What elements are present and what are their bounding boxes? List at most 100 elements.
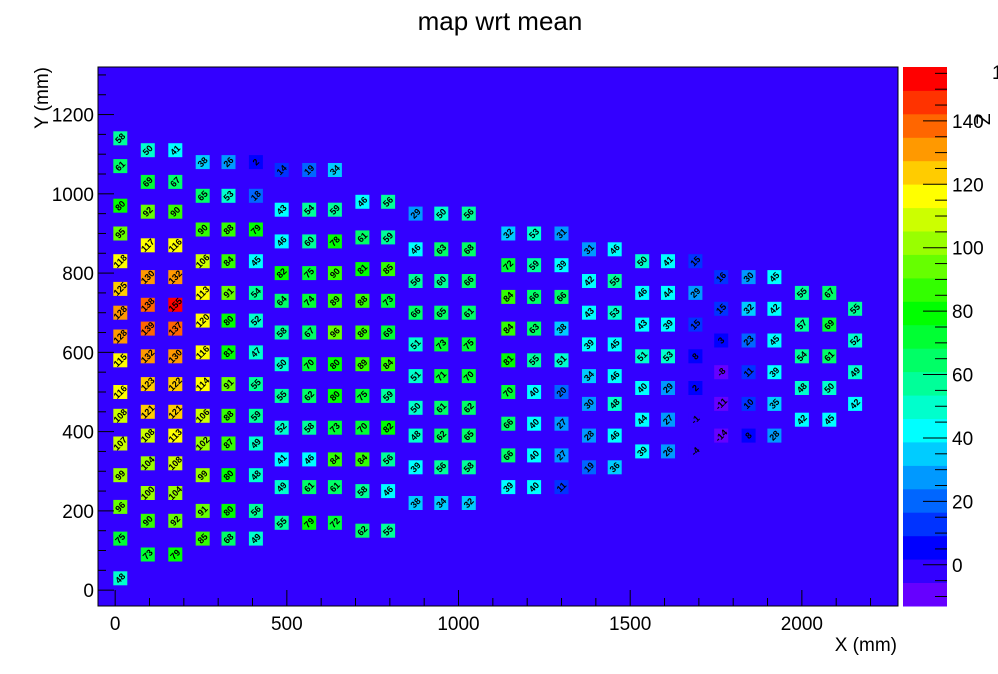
heatmap-cell: [195, 503, 210, 518]
heatmap-cell: [248, 468, 263, 483]
heatmap-cell: [140, 349, 155, 364]
heatmap-cell: [327, 325, 342, 340]
cell-value-label: 59: [381, 230, 395, 244]
heatmap-cell: [248, 408, 263, 423]
heatmap-cell: [221, 503, 236, 518]
heatmap-cell: [635, 412, 650, 427]
cell-value-label: 47: [249, 345, 263, 359]
chart-title: map wrt mean: [418, 6, 583, 36]
heatmap-cell: [714, 365, 729, 380]
cell-value-label: 26: [661, 444, 675, 458]
cell-value-label: 46: [608, 429, 622, 443]
heatmap-cell: [607, 242, 622, 257]
heatmap-cell: [274, 452, 289, 467]
cell-value-label: 67: [822, 286, 836, 300]
cell-value-label: 46: [381, 484, 395, 498]
heatmap-cell: [168, 428, 183, 443]
heatmap-cell: [113, 281, 128, 296]
heatmap-cell: [794, 412, 809, 427]
cell-value-label: 62: [302, 389, 316, 403]
cell-value-label: 56: [462, 207, 476, 221]
cell-value-label: 69: [822, 318, 836, 332]
cell-value-label: 69: [141, 175, 155, 189]
heatmap-cell: [661, 285, 675, 300]
x-tick-label: 1500: [609, 614, 651, 635]
heatmap-cell: [140, 404, 155, 419]
heatmap-cell: [688, 254, 703, 269]
x-axis: 0 500 1000 1500 2000: [110, 590, 872, 635]
heatmap-cell: [635, 317, 650, 332]
heatmap-cell: [302, 452, 317, 467]
heatmap-cell: [527, 353, 542, 368]
cell-value-label: 46: [302, 452, 316, 466]
heatmap-cell: [554, 353, 569, 368]
cell-value-label: 51: [635, 349, 649, 363]
cell-value-label: 72: [328, 516, 342, 530]
heatmap-cell: [527, 226, 542, 241]
heatmap-cell: [355, 230, 370, 245]
heatmap-cell: [140, 456, 155, 471]
cell-value-label: 92: [168, 514, 182, 528]
heatmap-cell: [527, 258, 542, 273]
heatmap-cell: [302, 163, 317, 177]
cell-value-label: 81: [221, 345, 235, 359]
heatmap-cell: [168, 456, 183, 471]
palette-band: [903, 559, 947, 583]
heatmap-cell: [461, 400, 476, 415]
heatmap-cell: [714, 396, 729, 411]
heatmap-cell: [461, 460, 476, 475]
z-tick-label: 0: [952, 556, 963, 577]
cell-value-label: 40: [527, 448, 541, 462]
heatmap-cell: [113, 198, 128, 213]
heatmap-cell: [635, 254, 650, 269]
cell-value-label: 88: [221, 409, 235, 423]
heatmap-cell: [501, 448, 516, 463]
heatmap-cell: [767, 396, 782, 411]
cell-value-label: 61: [355, 230, 369, 244]
palette-band: [903, 582, 947, 607]
cell-value-label: 32: [742, 302, 756, 316]
heatmap-cell: [607, 369, 622, 384]
heatmap-cell: [714, 428, 729, 443]
heatmap-cell: [302, 420, 317, 435]
heatmap-cell: [221, 531, 236, 546]
heatmap-cell: [607, 428, 622, 443]
cell-value-label: 41: [275, 452, 289, 466]
heatmap-cell: [221, 254, 236, 269]
heatmap-cell: [355, 357, 370, 372]
cell-value-label: 84: [501, 322, 515, 336]
heatmap-cell: [794, 317, 809, 332]
cell-value-label: 54: [249, 286, 263, 300]
heatmap-cell: [327, 293, 342, 308]
cell-value-label: 39: [661, 318, 675, 332]
y-tick-label: 800: [62, 264, 94, 285]
cell-value-label: 45: [608, 337, 622, 351]
palette-band: [903, 535, 947, 560]
cell-value-label: 48: [113, 571, 127, 585]
heatmap-cell: [195, 188, 210, 203]
heatmap-cell: [248, 222, 263, 237]
heatmap-cell: [767, 270, 782, 285]
cell-value-label: 49: [249, 532, 263, 546]
heatmap-cell: [355, 452, 370, 467]
cell-value-label: 65: [196, 189, 210, 203]
heatmap-cell: [408, 274, 423, 288]
palette-band: [903, 465, 947, 490]
heatmap-cell: [501, 416, 516, 431]
cell-value-label: 63: [527, 322, 541, 336]
heatmap-cell: [248, 188, 263, 203]
cell-value-label: 79: [302, 516, 316, 530]
heatmap-cell: [113, 159, 128, 174]
cell-value-label: 52: [249, 314, 263, 328]
heatmap-cell: [434, 274, 449, 288]
heatmap-cell: [434, 428, 449, 443]
heatmap-cell: [140, 428, 155, 443]
cell-value-label: 31: [582, 242, 596, 256]
z-tick-label: 140: [952, 112, 984, 133]
heatmap-cell: [248, 531, 263, 546]
cell-value-label: 91: [196, 504, 210, 518]
heatmap-cell: [741, 270, 756, 285]
cell-value-label: 70: [462, 369, 476, 383]
y-axis-title: Y (mm): [32, 67, 53, 129]
